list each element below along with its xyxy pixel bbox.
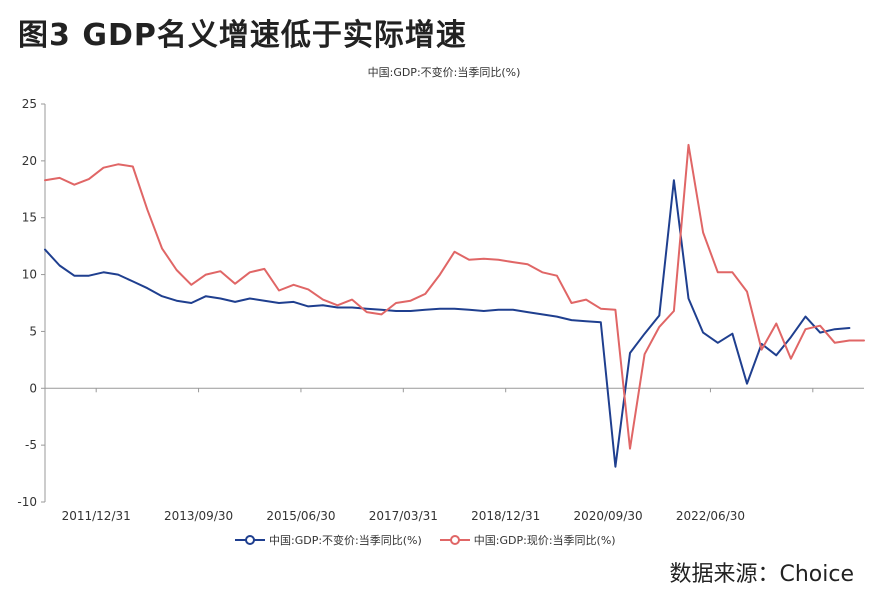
x-tick-labels: 2011/12/31 2013/09/30 2015/06/30 2017/03/31…	[62, 509, 745, 523]
legend-label-nominal: 中国:GDP:现价:当季同比(%)	[473, 534, 616, 547]
y-tick-labels: -10 -5 0 5 10 15 20 25	[17, 97, 37, 509]
chart-axes	[41, 103, 864, 503]
x-tick-label: 2015/06/30	[266, 509, 335, 523]
legend-item-real: 中国:GDP:不变价:当季同比(%)	[235, 532, 422, 548]
series-line-real	[44, 179, 851, 468]
data-source: 数据来源：Choice	[669, 562, 854, 587]
x-tick-label: 2013/09/30	[164, 509, 233, 523]
y-tick-label: 10	[22, 268, 37, 282]
y-tick-label: 25	[22, 97, 37, 111]
x-tick-label: 2017/03/31	[369, 509, 438, 523]
chart-title: 中国:GDP:不变价:当季同比(%)	[367, 66, 521, 79]
legend-item-nominal: 中国:GDP:现价:当季同比(%)	[439, 532, 616, 548]
x-tick-label: 2020/09/30	[573, 509, 642, 523]
x-tick-label: 2018/12/31	[471, 509, 540, 523]
figure-title: 图3 GDP名义增速低于实际增速	[18, 18, 467, 53]
legend-swatch-nominal	[439, 535, 470, 545]
x-tick-label: 2022/06/30	[676, 509, 745, 523]
series-line-nominal	[44, 143, 865, 450]
y-tick-label: 5	[29, 324, 37, 338]
y-tick-label: 20	[22, 154, 37, 168]
y-tick-label: -10	[17, 495, 37, 509]
y-tick-label: -5	[25, 438, 37, 452]
legend-swatch-real	[235, 535, 265, 545]
series-lines	[44, 143, 865, 468]
y-tick-label: 0	[29, 381, 37, 395]
y-tick-label: 15	[22, 211, 37, 225]
legend: 中国:GDP:不变价:当季同比(%) 中国:GDP:现价:当季同比(%)	[235, 532, 634, 548]
x-tick-label: 2011/12/31	[62, 509, 131, 523]
legend-label-real: 中国:GDP:不变价:当季同比(%)	[269, 534, 422, 547]
